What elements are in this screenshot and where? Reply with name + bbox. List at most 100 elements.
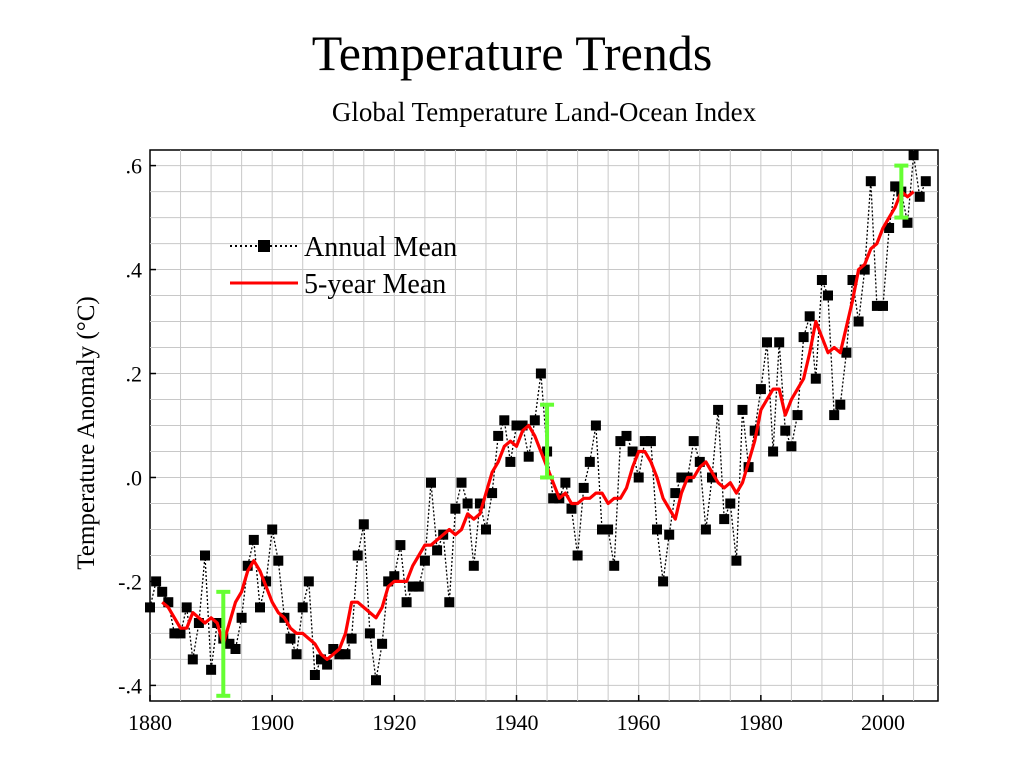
annual-mean-point	[603, 524, 614, 535]
annual-mean-point	[401, 597, 412, 608]
y-tick-label: .0	[126, 465, 143, 490]
annual-mean-point	[914, 191, 925, 202]
slide-title: Temperature Trends	[311, 25, 713, 81]
annual-mean-point	[890, 181, 901, 192]
annual-mean-point	[645, 436, 656, 447]
annual-mean-point	[841, 347, 852, 358]
annual-mean-point	[713, 404, 724, 415]
annual-mean-point	[419, 555, 430, 566]
annual-mean-point	[206, 664, 217, 675]
annual-mean-point	[505, 456, 516, 467]
x-tick-label: 1900	[250, 710, 294, 735]
annual-mean-point	[352, 550, 363, 561]
annual-mean-point	[297, 602, 308, 613]
annual-mean-point	[481, 524, 491, 535]
annual-mean-point	[181, 602, 192, 613]
y-tick-label: .2	[126, 362, 143, 387]
annual-mean-point	[377, 638, 388, 649]
legend-five-year-label: 5-year Mean	[304, 269, 446, 300]
annual-mean-point	[432, 545, 443, 556]
annual-mean-point	[700, 524, 711, 535]
annual-mean-point	[157, 586, 168, 597]
annual-mean-point	[804, 311, 815, 322]
annual-mean-point	[707, 472, 717, 483]
annual-mean-point	[371, 675, 381, 686]
annual-mean-point	[548, 493, 559, 504]
annual-mean-point	[749, 425, 760, 436]
annual-mean-point	[688, 436, 699, 447]
annual-mean-point	[499, 415, 510, 426]
annual-mean-point	[878, 300, 888, 311]
annual-mean-point	[169, 628, 180, 639]
legend: Annual Mean 5-year Mean	[230, 232, 457, 300]
x-tick-label: 1960	[617, 710, 661, 735]
annual-mean-point	[755, 384, 766, 395]
annual-mean-point	[450, 503, 461, 514]
annual-mean-point	[572, 550, 583, 561]
annual-mean-line	[149, 155, 927, 681]
chart-title: Global Temperature Land-Ocean Index	[332, 97, 757, 127]
annual-mean-point	[334, 649, 345, 660]
annual-mean-point	[444, 597, 455, 608]
annual-mean-point	[798, 332, 809, 343]
annual-mean-point	[316, 654, 326, 665]
annual-mean-point	[670, 488, 681, 499]
annual-mean-point	[694, 456, 705, 467]
annual-mean-point	[566, 503, 577, 514]
annual-mean-point	[322, 659, 333, 670]
five-year-mean-line	[161, 190, 915, 662]
legend-annual-marker	[258, 240, 270, 252]
error-bars	[216, 163, 909, 698]
annual-mean-point	[462, 498, 473, 509]
annual-mean-point	[762, 337, 772, 348]
annual-mean-point	[175, 628, 186, 639]
annual-mean-point	[151, 576, 162, 587]
annual-mean-point	[639, 436, 650, 447]
annual-mean-point	[340, 649, 351, 660]
annual-mean-point	[535, 368, 546, 379]
annual-mean-point	[328, 644, 339, 654]
annual-mean-point	[829, 410, 840, 421]
annual-mean-point	[597, 524, 607, 535]
annual-mean-point	[389, 571, 400, 582]
annual-mean-point	[413, 581, 424, 592]
annual-mean-point	[578, 482, 589, 493]
annual-mean-point	[511, 420, 522, 431]
annual-mean-point	[768, 446, 779, 457]
annual-mean-point	[902, 217, 913, 228]
annual-mean-point	[560, 477, 571, 488]
annual-mean-point	[792, 410, 803, 421]
y-tick-label: .6	[126, 154, 143, 179]
annual-mean-point	[200, 550, 210, 561]
annual-mean-point	[395, 540, 406, 551]
annual-mean-point	[163, 597, 174, 608]
annual-mean-point	[529, 415, 540, 426]
annual-mean-point	[193, 618, 204, 628]
x-axis-ticks: 1880 1900 1920 1940 1960 1980 2000	[128, 695, 905, 735]
annual-mean-point	[346, 633, 357, 644]
annual-mean-point	[493, 430, 504, 441]
x-tick-label: 1940	[495, 710, 539, 735]
annual-mean-point	[242, 560, 253, 571]
annual-mean-point	[780, 425, 791, 436]
five-year-mean-series	[161, 190, 915, 662]
annual-mean-point	[230, 644, 241, 654]
annual-mean-point	[273, 555, 284, 566]
x-tick-label: 1920	[372, 710, 416, 735]
annual-mean-point	[847, 275, 858, 285]
annual-mean-point	[426, 477, 436, 488]
annual-mean-point	[737, 404, 748, 415]
annual-mean-point	[823, 290, 833, 301]
x-tick-label: 1880	[128, 710, 172, 735]
annual-mean-point	[584, 456, 595, 467]
y-tick-label: -.2	[118, 569, 142, 594]
annual-mean-point	[291, 649, 302, 660]
annual-mean-point	[255, 602, 265, 613]
y-tick-label: .4	[126, 258, 143, 283]
annual-mean-point	[871, 300, 882, 311]
annual-mean-point	[309, 670, 320, 680]
annual-mean-point	[364, 628, 375, 639]
annual-mean-point	[224, 638, 235, 649]
annual-mean-point	[633, 472, 644, 483]
x-tick-label: 1980	[739, 710, 783, 735]
